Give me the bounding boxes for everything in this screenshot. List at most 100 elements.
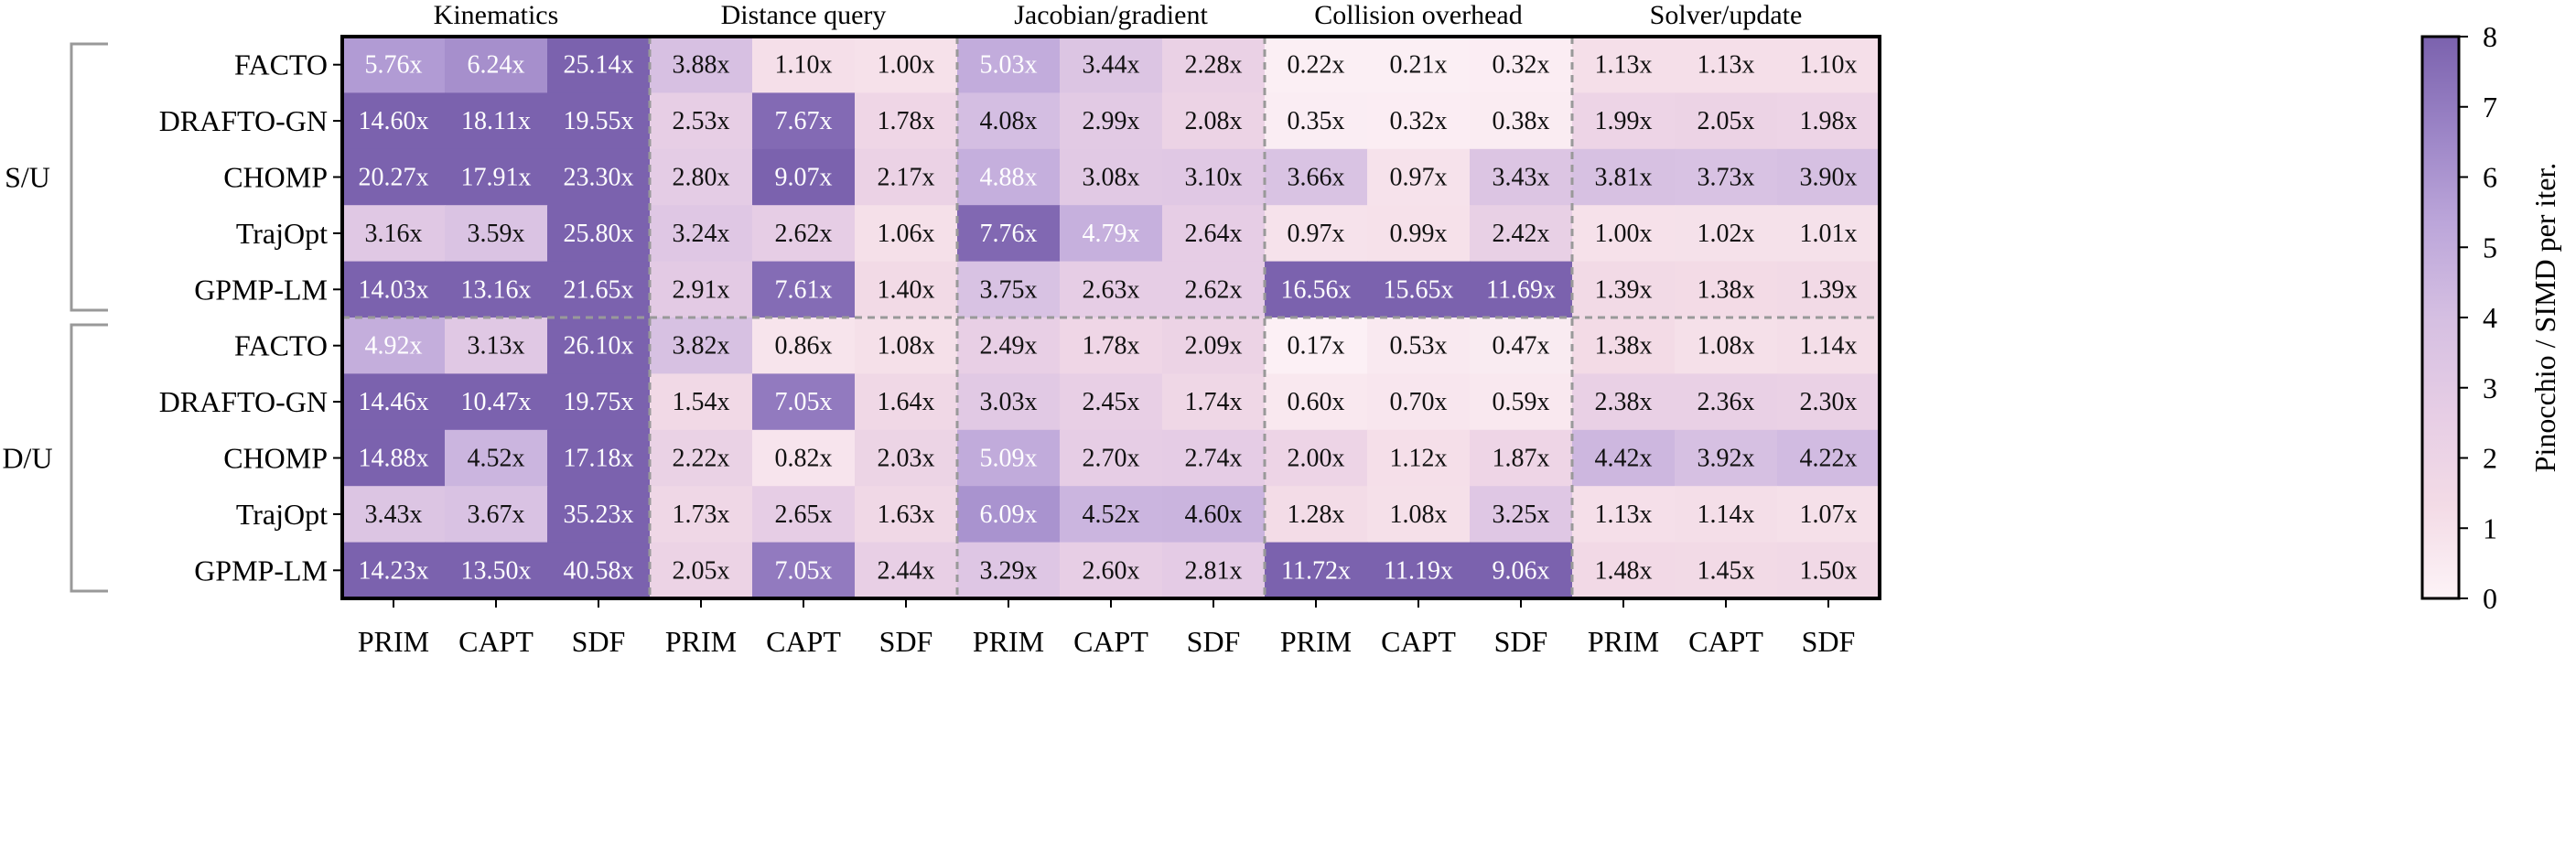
cell-value-label: 2.49x xyxy=(980,332,1038,361)
heatmap-cell xyxy=(342,429,446,487)
cell-value-label: 19.75x xyxy=(564,388,634,416)
colorbar-tick-label: 8 xyxy=(2483,20,2497,53)
colorbar: 0 1 2 3 4 5 6 7 8 Pinocchio / SIMD per iter. xyxy=(2420,20,2561,615)
heatmap-cell xyxy=(1162,37,1266,93)
heatmap-cell xyxy=(957,37,1061,93)
cell-value-label: 25.80x xyxy=(564,220,634,248)
heatmap-cell xyxy=(650,317,753,374)
cell-value-label: 2.62x xyxy=(775,220,833,248)
cell-value-label: 35.23x xyxy=(564,500,634,529)
cell-value-label: 2.45x xyxy=(1083,388,1140,416)
heatmap-cell xyxy=(752,542,856,599)
cell-value-label: 2.44x xyxy=(878,556,935,585)
heatmap-cell xyxy=(957,373,1061,431)
heatmap-cell xyxy=(1265,37,1368,93)
cell-value-label: 2.00x xyxy=(1288,445,1345,473)
heatmap-cell xyxy=(547,148,651,206)
cell-value-label: 1.08x xyxy=(1698,332,1755,361)
heatmap-cell xyxy=(1367,261,1471,318)
cell-value-label: 0.22x xyxy=(1288,51,1345,80)
cell-value-label: 4.79x xyxy=(1083,220,1140,248)
cell-value-label: 3.08x xyxy=(1083,164,1140,192)
heatmap-cell xyxy=(445,542,548,599)
cell-value-label: 3.59x xyxy=(468,220,525,248)
heatmap-cell xyxy=(1367,429,1471,487)
cell-value-label: 7.05x xyxy=(775,556,833,585)
cell-value-label: 5.03x xyxy=(980,51,1038,80)
cell-value-label: 6.09x xyxy=(980,500,1038,529)
heatmap-cell xyxy=(650,37,753,93)
heatmap-cell xyxy=(1162,373,1266,431)
cell-value-label: 0.99x xyxy=(1390,220,1448,248)
heatmap-cell xyxy=(650,261,753,318)
cell-value-label: 3.29x xyxy=(980,556,1038,585)
colorbar-tick-label: 0 xyxy=(2483,582,2497,615)
heatmap-cell xyxy=(1162,542,1266,599)
cell-value-label: 1.10x xyxy=(775,51,833,80)
cell-value-label: 3.75x xyxy=(980,275,1038,304)
heatmap-cell xyxy=(1675,37,1778,93)
cell-value-label: 3.44x xyxy=(1083,51,1140,80)
heatmap-cell xyxy=(752,429,856,487)
heatmap-cell xyxy=(1162,261,1266,318)
cell-value-label: 2.60x xyxy=(1083,556,1140,585)
cell-value-label: 40.58x xyxy=(564,556,634,585)
heatmap-cell xyxy=(650,92,753,150)
cell-value-label: 3.13x xyxy=(468,332,525,361)
heatmap-cell xyxy=(957,148,1061,206)
cell-value-label: 1.73x xyxy=(673,500,730,529)
heatmap-cell xyxy=(957,317,1061,374)
cell-value-label: 1.74x xyxy=(1185,388,1243,416)
x-tick-label: SDF xyxy=(572,625,626,658)
group-title: Solver/update xyxy=(1650,0,1803,30)
cell-value-label: 5.76x xyxy=(365,51,423,80)
cell-value-label: 14.46x xyxy=(359,388,429,416)
heatmap-cell xyxy=(1572,542,1676,599)
heatmap-cell xyxy=(752,261,856,318)
cell-value-label: 2.36x xyxy=(1698,388,1755,416)
row-label: GPMP-LM xyxy=(194,273,328,306)
cell-value-label: 0.82x xyxy=(775,445,833,473)
cell-value-label: 4.52x xyxy=(1083,500,1140,529)
heatmap-cell xyxy=(957,205,1061,263)
heatmap-cell xyxy=(1367,317,1471,374)
cell-value-label: 2.64x xyxy=(1185,220,1243,248)
heatmap-cell xyxy=(1265,205,1368,263)
heatmap-cell xyxy=(1675,429,1778,487)
cell-value-label: 2.80x xyxy=(673,164,730,192)
cell-value-label: 1.63x xyxy=(878,500,935,529)
row-label: DRAFTO-GN xyxy=(159,104,328,137)
cell-value-label: 3.73x xyxy=(1698,164,1755,192)
heatmap-cell xyxy=(1675,486,1778,544)
heatmap-cell xyxy=(1162,429,1266,487)
cell-value-label: 1.64x xyxy=(878,388,935,416)
cell-value-label: 3.10x xyxy=(1185,164,1243,192)
heatmap-cell xyxy=(1777,486,1881,544)
heatmap-cell xyxy=(1777,92,1881,150)
heatmap-cell xyxy=(1470,317,1573,374)
cell-value-label: 4.08x xyxy=(980,107,1038,135)
heatmap-cell xyxy=(445,261,548,318)
colorbar-tick-label: 2 xyxy=(2483,442,2497,475)
heatmap-cell xyxy=(1060,92,1163,150)
cell-value-label: 2.17x xyxy=(878,164,935,192)
x-tick-label: PRIM xyxy=(1280,625,1352,658)
heatmap-cell xyxy=(752,205,856,263)
row-group-label: S/U xyxy=(5,161,50,194)
cell-value-label: 7.05x xyxy=(775,388,833,416)
heatmap-cell xyxy=(342,37,446,93)
cell-value-label: 2.74x xyxy=(1185,445,1243,473)
cell-value-label: 3.66x xyxy=(1288,164,1345,192)
cell-value-label: 1.50x xyxy=(1800,556,1858,585)
cell-value-label: 1.06x xyxy=(878,220,935,248)
heatmap-cell xyxy=(752,486,856,544)
heatmap-cell xyxy=(957,92,1061,150)
cell-value-label: 1.45x xyxy=(1698,556,1755,585)
heatmap-cell xyxy=(445,37,548,93)
heatmap-cell xyxy=(445,92,548,150)
heatmap-cell xyxy=(547,37,651,93)
heatmap-cell xyxy=(1162,317,1266,374)
cell-value-label: 21.65x xyxy=(564,275,634,304)
cell-value-label: 0.32x xyxy=(1390,107,1448,135)
heatmap-cell xyxy=(650,542,753,599)
